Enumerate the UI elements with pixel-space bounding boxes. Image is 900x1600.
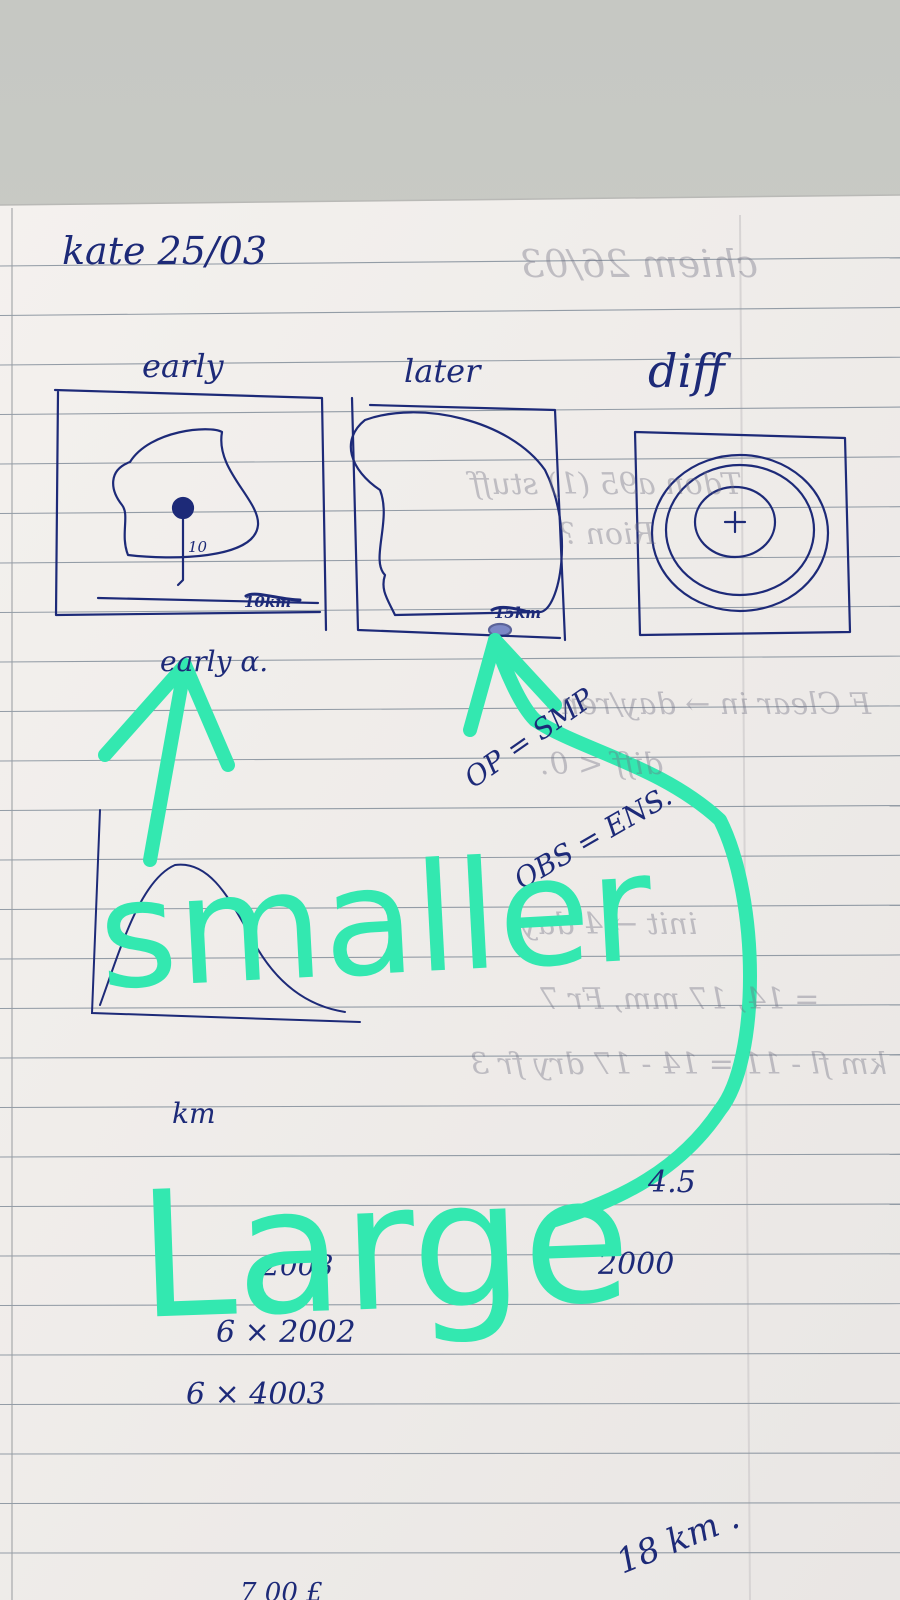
ruled-line — [0, 755, 900, 762]
ruled-line — [0, 1303, 900, 1307]
ruled-line — [0, 1054, 900, 1059]
corner-label-later: 15km — [494, 604, 542, 622]
ruled-line — [0, 506, 900, 515]
bottom-left-note: 7 00 £ — [240, 1578, 323, 1600]
panel-diff — [633, 430, 852, 637]
ruled-line — [0, 1253, 900, 1257]
show-through-line-2: Rion ? — [560, 517, 656, 552]
ruled-line — [0, 555, 900, 564]
paper-sheet — [0, 195, 900, 1600]
value-4-5: 4.5 — [648, 1165, 696, 1200]
show-through-line-4: diff < 0. — [540, 747, 663, 782]
ruled-line — [0, 1352, 900, 1356]
show-through-line-1: Tdon a95 (1) stuff — [470, 467, 742, 502]
scale-label: 10 — [188, 538, 208, 556]
arrow-up-left — [143, 658, 192, 867]
ruled-line — [0, 1402, 900, 1406]
ruled-line — [0, 456, 900, 465]
ruled-line — [0, 655, 900, 663]
header-note: kate 25/03 — [62, 229, 268, 273]
show-through-header: chiem 26/03 — [520, 242, 759, 286]
panel-later-label: later — [404, 352, 481, 390]
list-item-1: 2008 — [262, 1249, 334, 1282]
list-item-2: 6 × 2002 — [216, 1315, 356, 1350]
show-through-line-7: km fl - 11 = 14 - 17 dry fr 3 — [470, 1047, 887, 1082]
arrow-up-right — [488, 633, 757, 1227]
ruled-line — [0, 804, 900, 812]
panel-early-label: early — [142, 347, 224, 385]
panel-early — [53, 388, 328, 632]
ruled-line — [0, 306, 900, 317]
corner-label-early: 10km — [244, 593, 292, 611]
ruled-line — [0, 605, 900, 614]
ruled-line — [0, 406, 900, 416]
value-2000: 2000 — [598, 1247, 675, 1282]
ruled-line — [0, 1103, 900, 1109]
marker-word-smaller: smaller — [94, 821, 657, 1024]
ruled-line — [0, 1452, 900, 1455]
ruled-line — [0, 257, 900, 267]
ruled-lines — [0, 257, 900, 1554]
paper-top-edge — [0, 194, 900, 206]
marker-word-large: Large — [134, 1138, 634, 1359]
ruled-line — [0, 1153, 900, 1158]
panel-diff-label: diff — [648, 344, 725, 398]
ruled-line — [0, 1203, 900, 1208]
axis-label-km: km — [172, 1097, 216, 1130]
list-item-3: 6 × 4003 — [186, 1377, 326, 1412]
under-early-note: early α. — [160, 645, 269, 678]
ruled-line — [0, 1502, 900, 1505]
show-through-line-3: F Clear in → day/ren — [560, 687, 872, 722]
marker-arrows — [98, 633, 757, 1227]
density-sketch — [90, 809, 361, 1023]
ruled-line — [0, 356, 900, 366]
